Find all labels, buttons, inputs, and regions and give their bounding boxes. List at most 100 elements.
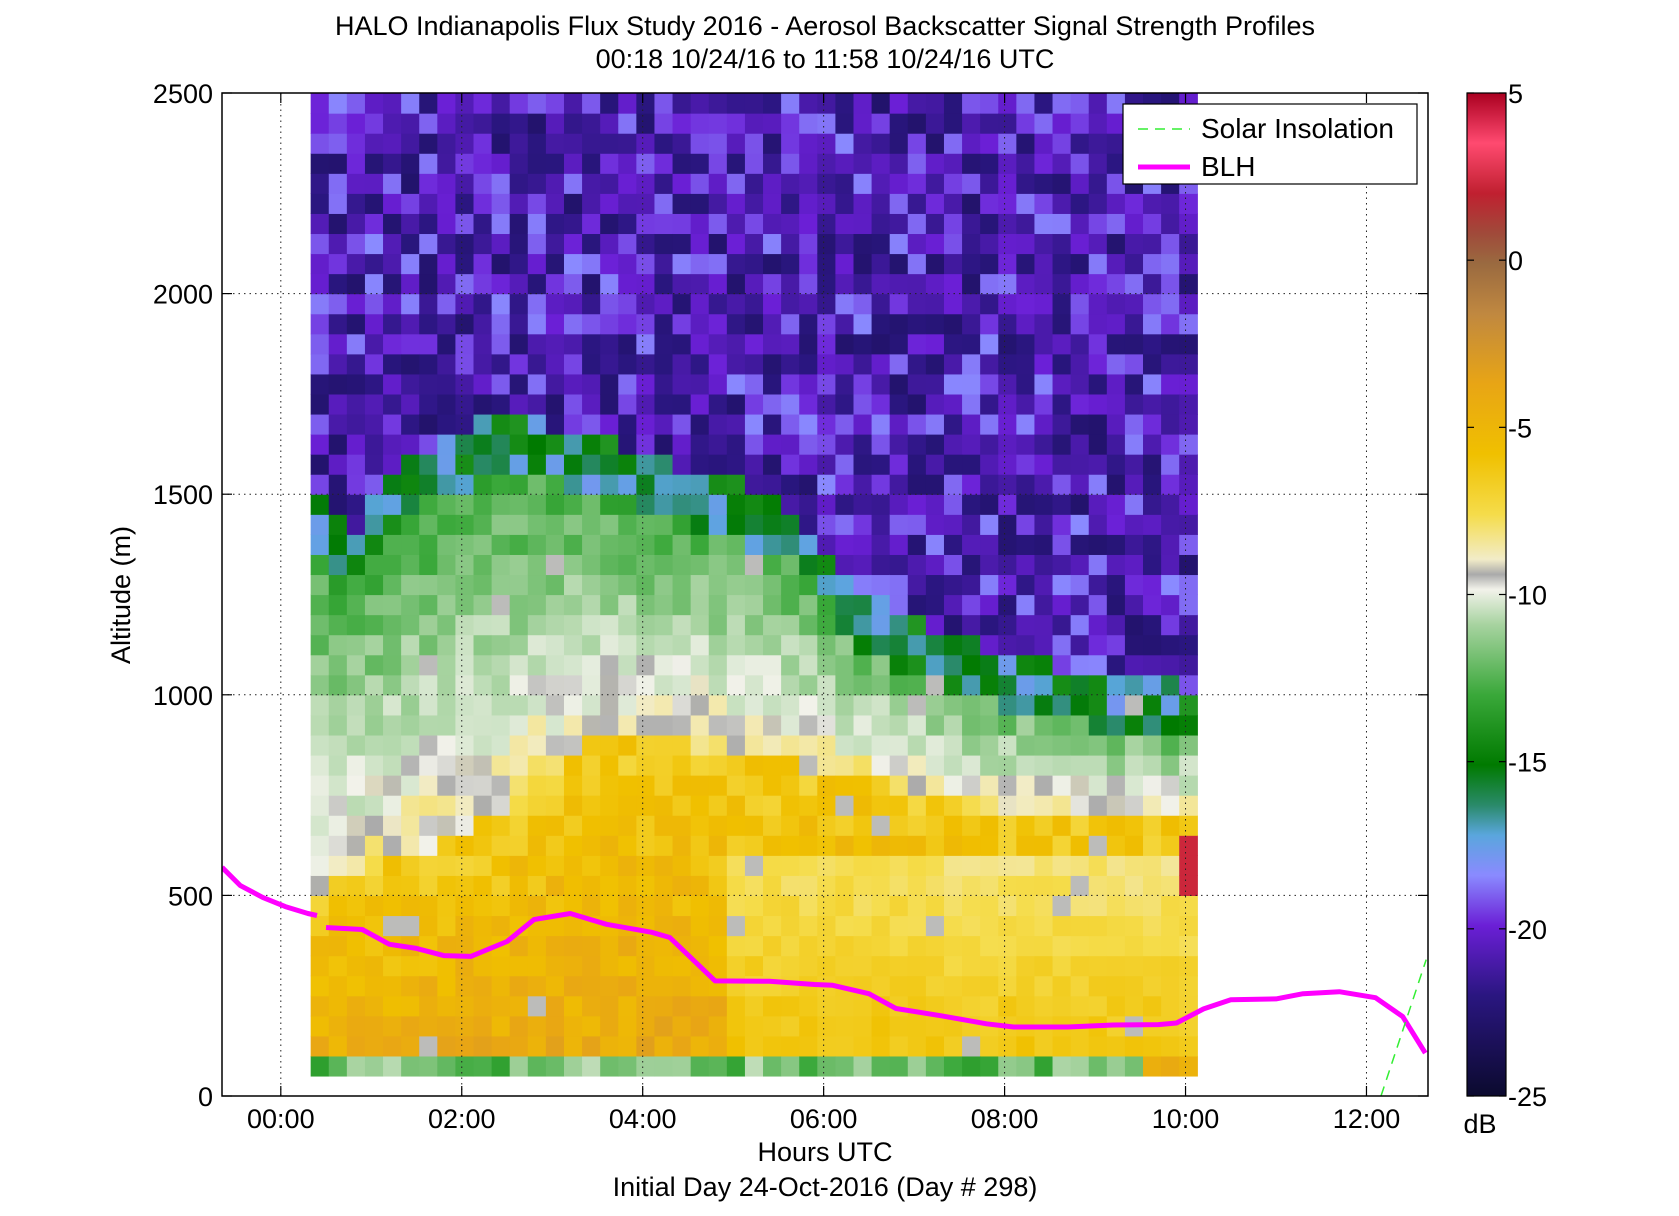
- heatmap-cell: [636, 614, 656, 636]
- heatmap-cell: [383, 1015, 402, 1037]
- heatmap-cell: [763, 554, 782, 576]
- heatmap-cell: [744, 434, 764, 455]
- heatmap-cell: [907, 413, 927, 435]
- heatmap-cell: [1088, 694, 1108, 716]
- heatmap-cell: [1034, 795, 1054, 816]
- heatmap-cell: [708, 474, 728, 495]
- heatmap-cell: [437, 855, 457, 876]
- heatmap-cell: [1088, 654, 1108, 676]
- heatmap-cell: [364, 574, 384, 596]
- heatmap-cell: [1016, 754, 1036, 776]
- heatmap-cell: [690, 775, 710, 796]
- heatmap-cell: [654, 193, 674, 214]
- heatmap-cell: [600, 895, 619, 917]
- heatmap-cell: [1179, 1035, 1198, 1057]
- heatmap-cell: [1179, 454, 1198, 475]
- heatmap-cell: [310, 634, 330, 656]
- series-lines: [222, 865, 1428, 1096]
- y-tick-label: 0: [198, 1082, 213, 1112]
- heatmap-cell: [364, 955, 384, 977]
- heatmap-cell: [1179, 754, 1198, 776]
- heatmap-cell: [310, 253, 330, 275]
- heatmap-cell: [799, 133, 818, 154]
- heatmap-cell: [943, 815, 963, 836]
- heatmap-cell: [654, 634, 674, 656]
- heatmap-cell: [998, 153, 1017, 174]
- heatmap-cell: [328, 734, 348, 756]
- heatmap-cell: [835, 373, 855, 395]
- heatmap-cell: [672, 494, 692, 515]
- heatmap-cell: [907, 855, 927, 876]
- heatmap-cell: [1124, 795, 1144, 816]
- x-tick-label: 10:00: [1152, 1104, 1220, 1134]
- heatmap-cell: [763, 193, 782, 214]
- heatmap-cell: [835, 654, 855, 676]
- heatmap-cell: [744, 714, 764, 736]
- heatmap-cell: [925, 173, 945, 194]
- heatmap-cell: [853, 654, 873, 676]
- heatmap-cell: [998, 353, 1017, 375]
- heatmap-cell: [310, 93, 330, 114]
- heatmap-cell: [943, 734, 963, 756]
- heatmap-cell: [1179, 413, 1198, 435]
- heatmap-cell: [1088, 1035, 1108, 1057]
- heatmap-cell: [943, 173, 963, 194]
- heatmap-cell: [455, 714, 475, 736]
- heatmap-cell: [1106, 895, 1126, 917]
- heatmap-cell: [401, 93, 420, 114]
- heatmap-cell: [744, 935, 764, 957]
- heatmap-cell: [455, 454, 475, 475]
- heatmap-cell: [473, 233, 493, 255]
- heatmap-cell: [346, 694, 366, 716]
- heatmap-cell: [346, 233, 366, 255]
- heatmap-cell: [925, 273, 945, 295]
- heatmap-cell: [310, 614, 330, 636]
- heatmap-cell: [383, 875, 402, 896]
- heatmap-cell: [889, 1055, 909, 1077]
- heatmap-cell: [1052, 293, 1072, 315]
- heatmap-cell: [889, 413, 909, 435]
- heatmap-cell: [618, 674, 637, 696]
- heatmap-cell: [545, 835, 565, 856]
- heatmap-cell: [600, 955, 619, 977]
- heatmap-cell: [1143, 895, 1162, 917]
- heatmap-cell: [491, 113, 511, 134]
- heatmap-cell: [708, 273, 728, 295]
- heatmap-cell: [582, 734, 601, 756]
- heatmap-cell: [582, 413, 601, 435]
- heatmap-cell: [563, 915, 583, 937]
- heatmap-cell: [437, 634, 457, 656]
- heatmap-cell: [1179, 875, 1198, 896]
- heatmap-cell: [383, 113, 402, 134]
- heatmap-cell: [1143, 454, 1162, 475]
- heatmap-cell: [1052, 875, 1072, 896]
- heatmap-cell: [925, 754, 945, 776]
- heatmap-cell: [943, 674, 963, 696]
- heatmap-cell: [654, 775, 674, 796]
- heatmap-cell: [600, 1035, 619, 1057]
- heatmap-cell: [907, 694, 927, 716]
- heatmap-cell: [437, 1055, 457, 1077]
- heatmap-cell: [563, 574, 583, 596]
- heatmap-cell: [744, 153, 764, 174]
- heatmap-cell: [383, 514, 402, 535]
- heatmap-cell: [726, 1035, 746, 1057]
- heatmap-cell: [582, 93, 601, 114]
- heatmap-cell: [980, 754, 999, 776]
- heatmap-cell: [582, 935, 601, 957]
- heatmap-cell: [980, 213, 999, 235]
- heatmap-cell: [401, 474, 420, 495]
- heatmap-cell: [1179, 474, 1198, 495]
- heatmap-cell: [1161, 975, 1180, 997]
- heatmap-cell: [401, 855, 420, 876]
- heatmap-cell: [563, 554, 583, 576]
- heatmap-cell: [925, 554, 945, 576]
- heatmap-cell: [726, 413, 746, 435]
- heatmap-cell: [491, 534, 511, 555]
- heatmap-cell: [1124, 634, 1144, 656]
- heatmap-cell: [346, 574, 366, 596]
- heatmap-cell: [509, 293, 529, 315]
- heatmap-cell: [1034, 113, 1054, 134]
- heatmap-cell: [781, 173, 800, 194]
- heatmap-cell: [1179, 313, 1198, 335]
